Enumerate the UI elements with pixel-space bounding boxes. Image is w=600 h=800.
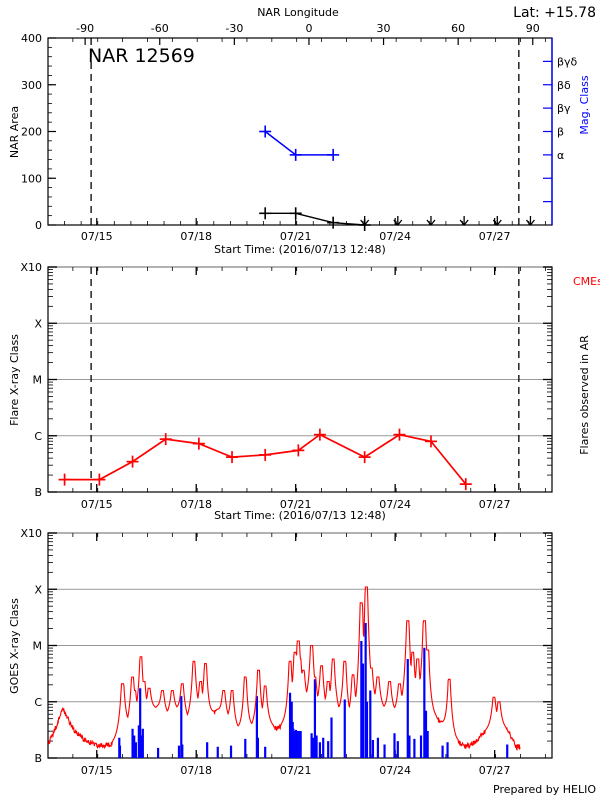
y-tick-label: 0 [35,219,42,232]
panel2-y-axis-label: Flare X-ray Class [8,334,21,426]
top-tick-label: 60 [451,22,465,35]
panel-flare-xray-class: B C M X X10 07/15 07/18 07/21 07/24 07/27 Flare … [8,261,600,522]
panel-goes-xray: B C M X X10 07/15 07/18 07/21 07/24 07/27 GOES X… [8,527,596,796]
x-tick-label: 07/24 [379,230,411,243]
mag-class-label: βγδ [557,55,578,68]
zero-arrow-head [459,219,469,227]
footer-credit: Prepared by HELIO [493,783,596,796]
mag-class-line [264,130,334,156]
x-tick-label: 07/18 [180,764,212,777]
zero-arrow-head [360,219,370,227]
x-tick-label: 07/15 [81,764,113,777]
x-tick-label: 07/15 [81,498,113,511]
y-tick-label: B [34,752,42,765]
y-tick-label: 300 [21,79,42,92]
panel3-flare-bars [118,623,509,758]
panel2-data-series [58,428,472,491]
panel2-right-ticks [543,266,552,476]
x-tick-label: 07/27 [479,230,511,243]
y-tick-label: M [33,640,43,653]
panel1-bottom-ticks: 07/15 07/18 07/21 07/24 07/27 [64,218,546,243]
goes-flux-curve [48,586,521,751]
y-tick-label: C [34,430,42,443]
panel1-right-ticks: αβ βγ βδ βγδ [543,38,578,225]
panel1-y-axis-label: NAR Area [8,106,21,158]
panel3-gridlines [48,532,552,703]
x-tick-label: 07/24 [379,764,411,777]
x-tick-label: 07/21 [280,498,312,511]
panel3-top-ticks [72,533,546,541]
panel1-y-ticks: 0 100 200 300 400 [21,32,56,232]
x-tick-label: 07/18 [180,498,212,511]
panel3-y-axis-label: GOES X-ray Class [8,598,21,694]
panel1-top-ticks: -90 -60 -30 0 30 60 90 [72,22,546,45]
latitude-label: Lat: +15.78 [513,5,596,21]
panel1-x-axis-label: Start Time: (2016/07/13 12:48) [214,243,386,256]
x-tick-label: 07/15 [81,230,113,243]
top-tick-label: 90 [526,22,540,35]
panel1-right-axis-label: Mag. Class [578,75,591,134]
y-tick-label: 100 [21,172,42,185]
y-tick-label: 400 [21,32,42,45]
x-tick-label: 07/18 [180,230,212,243]
y-tick-label: C [34,696,42,709]
panel-nar-area: NAR Longitude Lat: +15.78 -90 -60 -30 0 30 60… [8,5,596,256]
cmes-label: CMEs [573,275,600,288]
panel2-right-axis-label: Flares observed in AR [578,335,591,455]
zero-arrow-head [393,219,403,227]
y-tick-label: X10 [20,527,42,540]
nar-area-line [265,212,365,226]
y-tick-label: X [34,583,42,596]
panel2-gridlines [48,266,552,437]
mag-class-label: α [557,149,564,162]
x-tick-label: 07/27 [479,498,511,511]
top-tick-label: -60 [151,22,169,35]
mag-class-label: βγ [557,102,571,115]
mag-class-label: β [557,126,564,139]
y-tick-label: B [34,486,42,499]
x-tick-label: 07/24 [379,498,411,511]
y-tick-label: M [33,374,43,387]
mag-class-label: βδ [557,79,571,92]
panel3-goes-flux-curve [48,586,521,751]
x-tick-label: 07/27 [479,764,511,777]
panel2-limb-lines [90,267,520,492]
x-tick-label: 07/21 [280,230,312,243]
panel1-data-series [259,125,535,231]
top-tick-label: -90 [76,22,94,35]
top-tick-label: -30 [225,22,243,35]
page-title: NAR 12569 [88,45,195,67]
panel2-y-ticks: B C M X X10 [20,261,57,499]
panel3-right-ticks [543,532,552,742]
panel2-bottom-ticks: 07/15 07/18 07/21 07/24 07/27 [72,484,546,511]
panel2-x-axis-label: Start Time: (2016/07/13 12:48) [214,509,386,522]
zero-arrow-head [525,219,535,227]
panel2-top-ticks [72,267,546,275]
top-axis-title-nar-longitude: NAR Longitude [257,6,339,19]
y-tick-label: 200 [21,126,42,139]
y-tick-label: X10 [20,261,42,274]
zero-arrow-head [426,219,436,227]
y-tick-label: X [34,317,42,330]
panel3-y-ticks: B C M X X10 [20,527,57,765]
top-tick-label: 0 [305,22,312,35]
x-tick-label: 07/21 [280,764,312,777]
top-tick-label: 30 [377,22,391,35]
zero-arrow-head [492,219,502,227]
